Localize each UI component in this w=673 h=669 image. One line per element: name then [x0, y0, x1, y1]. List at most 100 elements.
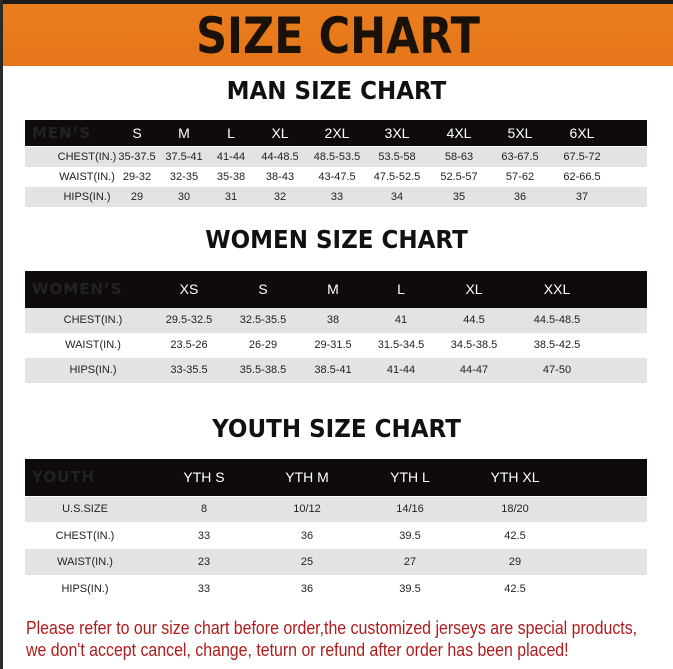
women-section-title: WOMEN SIZE CHART [205, 225, 468, 254]
table-cell: 33 [330, 191, 344, 203]
table-cell: 35.5-38.5 [239, 364, 287, 376]
table-cell: 42.5 [504, 583, 526, 595]
row-label: CHEST(IN.) [57, 151, 117, 163]
table-row: CHEST(IN.) 35-37.5 37.5-41 41-44 44-48.5 48.5… [25, 147, 647, 167]
table-row: WAIST(IN.) 23 25 27 29 [25, 549, 647, 575]
women-header-row: WOMEN’S XS S M L XL XXL [25, 271, 647, 308]
men-size-header: XL [271, 125, 289, 141]
table-cell: 36 [300, 583, 314, 595]
youth-section-title: YOUTH SIZE CHART [212, 414, 461, 443]
table-cell: 62-66.5 [563, 171, 601, 183]
table-cell: 44-48.5 [261, 151, 299, 163]
table-cell: 38-43 [265, 171, 295, 183]
table-row: CHEST(IN.) 33 36 39.5 42.5 [25, 523, 647, 549]
row-label: HIPS(IN.) [61, 583, 109, 595]
table-cell: 29-31.5 [314, 339, 352, 351]
table-cell: 37 [575, 191, 589, 203]
table-row: HIPS(IN.) 33-35.5 35.5-38.5 38.5-41 41-44 44-… [25, 358, 647, 383]
table-cell: 44-47 [459, 364, 489, 376]
table-cell: 33 [197, 583, 211, 595]
table-cell: 48.5-53.5 [313, 151, 361, 163]
table-cell: 58-63 [444, 151, 474, 163]
table-cell: 23 [197, 556, 211, 568]
men-size-header: S [132, 125, 142, 141]
table-cell: 32-35 [169, 171, 199, 183]
table-cell: 23.5-26 [170, 339, 208, 351]
table-cell: 57-62 [505, 171, 535, 183]
table-cell: 34 [390, 191, 404, 203]
table-cell: 52.5-57 [440, 171, 478, 183]
table-cell: 27 [403, 556, 417, 568]
men-header-row: MEN’S S M L XL 2XL 3XL 4XL 5XL 6XL [25, 120, 647, 146]
men-size-header: 2XL [324, 125, 350, 141]
table-cell: 63-67.5 [501, 151, 539, 163]
table-cell: 14/16 [396, 503, 424, 515]
frame-border-left [0, 0, 3, 669]
men-size-header: M [178, 125, 190, 141]
row-label: WAIST(IN.) [65, 339, 121, 351]
women-size-header: M [327, 281, 339, 297]
table-cell: 35 [452, 191, 466, 203]
table-cell: 32 [273, 191, 287, 203]
men-table-heading: MEN’S [32, 124, 92, 142]
table-cell: 26-29 [248, 339, 278, 351]
women-size-header: XXL [543, 281, 571, 297]
table-cell: 41-44 [216, 151, 246, 163]
table-cell: 42.5 [504, 530, 526, 542]
women-size-header: XS [179, 281, 199, 297]
table-cell: 31 [224, 191, 238, 203]
table-cell: 43-47.5 [318, 171, 356, 183]
order-notice: Please refer to our size chart before or… [26, 617, 637, 661]
women-size-header: L [397, 281, 405, 297]
table-row: WAIST(IN.) 23.5-26 26-29 29-31.5 31.5-34.5 34… [25, 333, 647, 358]
table-cell: 33-35.5 [170, 364, 208, 376]
table-cell: 41-44 [386, 364, 416, 376]
banner: SIZE CHART [3, 4, 673, 66]
table-cell: 8 [200, 503, 208, 515]
table-row: WAIST(IN.) 29-32 32-35 35-38 38-43 43-47.5 47.… [25, 167, 647, 187]
table-row: HIPS(IN.) 33 36 39.5 42.5 [25, 576, 647, 602]
notice-line-1: Please refer to our size chart before or… [26, 617, 638, 638]
table-cell: 10/12 [293, 503, 321, 515]
row-label: HIPS(IN.) [69, 364, 117, 376]
row-label: WAIST(IN.) [57, 556, 113, 568]
table-cell: 29 [130, 191, 144, 203]
table-cell: 35-38 [216, 171, 246, 183]
table-cell: 44.5 [463, 314, 485, 326]
youth-header-row: YOUTH YTH S YTH M YTH L YTH XL [25, 459, 647, 496]
table-cell: 34.5-38.5 [450, 339, 498, 351]
table-cell: 39.5 [399, 530, 421, 542]
notice-line-2: we don't accept cancel, change, teturn o… [26, 639, 569, 660]
table-cell: 47-50 [542, 364, 572, 376]
table-cell: 29-32 [122, 171, 152, 183]
table-cell: 18/20 [501, 503, 529, 515]
youth-size-header: YTH L [390, 469, 430, 485]
table-cell: 32.5-35.5 [239, 314, 287, 326]
table-cell: 29 [508, 556, 522, 568]
table-cell: 53.5-58 [378, 151, 416, 163]
table-cell: 25 [300, 556, 314, 568]
men-size-header: 6XL [569, 125, 595, 141]
banner-title: SIZE CHART [196, 7, 480, 65]
table-cell: 38.5-41 [314, 364, 352, 376]
frame-border-top [0, 0, 673, 4]
table-cell: 37.5-41 [165, 151, 203, 163]
women-table-heading: WOMEN’S [32, 280, 123, 298]
women-size-header: XL [465, 281, 483, 297]
table-cell: 67.5-72 [563, 151, 601, 163]
youth-size-header: YTH XL [490, 469, 540, 485]
youth-table-heading: YOUTH [32, 468, 96, 486]
table-cell: 30 [177, 191, 191, 203]
table-cell: 44.5-48.5 [533, 314, 581, 326]
table-cell: 36 [513, 191, 527, 203]
table-row: U.S.SIZE 8 10/12 14/16 18/20 [25, 497, 647, 522]
table-cell: 41 [394, 314, 408, 326]
table-cell: 38 [326, 314, 340, 326]
women-size-header: S [258, 281, 268, 297]
row-label: CHEST(IN.) [63, 314, 123, 326]
table-cell: 47.5-52.5 [373, 171, 421, 183]
table-row: CHEST(IN.) 29.5-32.5 32.5-35.5 38 41 44.5 44.5… [25, 308, 647, 333]
table-row: HIPS(IN.) 29 30 31 32 33 34 35 36 37 [25, 187, 647, 207]
table-cell: 39.5 [399, 583, 421, 595]
row-label: U.S.SIZE [62, 503, 108, 515]
